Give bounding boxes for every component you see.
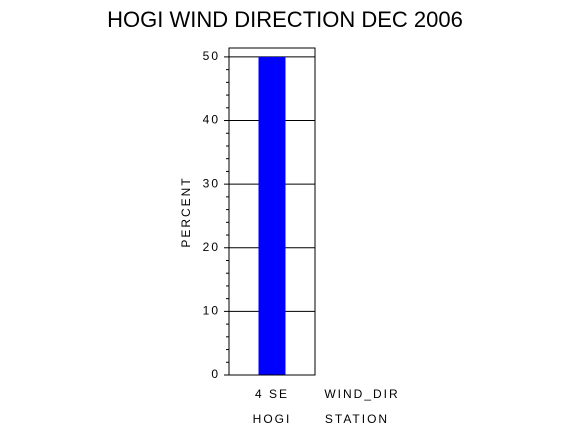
group-label: HOGI [253, 412, 292, 426]
y-tick-label: 0 [211, 367, 220, 381]
x-tick-label: 4 SE [255, 387, 289, 401]
group-axis-label: STATION [325, 412, 389, 426]
x-axis-label: WIND_DIR [324, 387, 399, 401]
chart-title: HOGI WIND DIRECTION DEC 2006 [107, 7, 463, 32]
y-axis-label: PERCENT [179, 176, 193, 247]
bar [258, 56, 286, 375]
y-tick-label: 30 [203, 176, 220, 190]
y-tick-label: 10 [203, 304, 220, 318]
y-tick-label: 20 [203, 240, 220, 254]
y-tick-label: 40 [203, 113, 220, 127]
plot-frame [228, 47, 316, 376]
y-tick-label: 50 [203, 49, 220, 63]
